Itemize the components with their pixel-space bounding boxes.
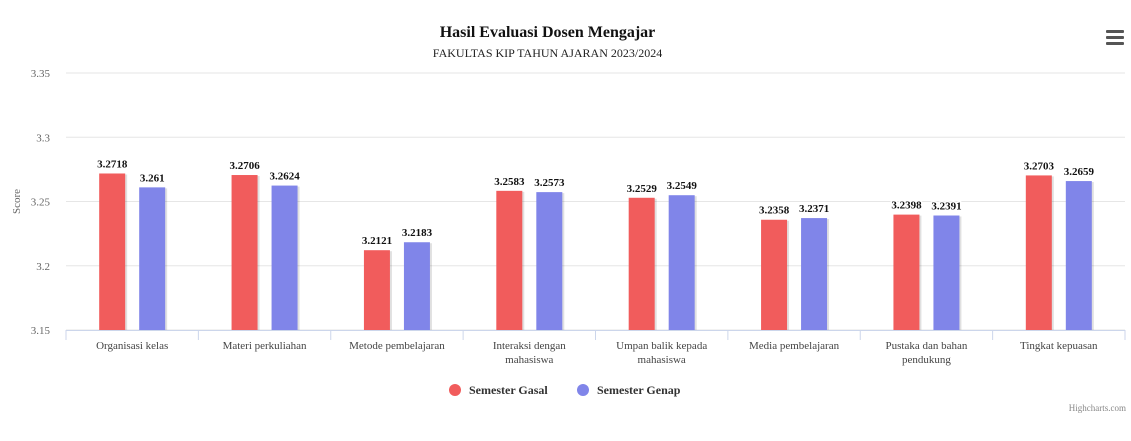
bar-genap [801, 218, 828, 330]
bar-gasal [893, 214, 920, 330]
chart-subtitle: FAKULTAS KIP TAHUN AJARAN 2023/2024 [432, 46, 663, 60]
hamburger-menu-icon[interactable] [1106, 30, 1124, 46]
x-tick-label: Metode pembelajaran [349, 340, 445, 352]
y-tick-label: 3.3 [36, 132, 50, 144]
bar-genap [139, 187, 166, 330]
chart-title: Hasil Evaluasi Dosen Mengajar [439, 24, 656, 41]
data-label: 3.2371 [799, 203, 829, 215]
x-tick-label: pendukung [902, 354, 951, 366]
data-label: 3.2624 [269, 171, 300, 183]
data-label: 3.2121 [362, 235, 392, 247]
bar-genap [668, 195, 695, 330]
y-axis-title: Score [11, 189, 23, 214]
legend-item[interactable]: Semester Gasal [469, 383, 548, 397]
x-tick-label: mahasiswa [505, 354, 553, 366]
x-tick-label: Media pembelajaran [749, 340, 840, 352]
data-label: 3.2391 [931, 201, 961, 213]
bar-gasal [628, 197, 655, 330]
bar-genap [1065, 181, 1092, 330]
data-label: 3.2659 [1064, 166, 1095, 178]
y-tick-label: 3.15 [31, 325, 51, 337]
data-label: 3.2703 [1024, 160, 1055, 172]
bar-genap [933, 215, 960, 330]
bar-genap [271, 185, 298, 330]
x-tick-label: Tingkat kepuasan [1020, 340, 1098, 352]
data-label: 3.2183 [402, 227, 433, 239]
x-tick-label: Materi perkuliahan [223, 340, 307, 352]
x-tick-label: mahasiswa [638, 354, 686, 366]
data-label: 3.261 [140, 172, 165, 184]
x-tick-label: Organisasi kelas [96, 340, 168, 352]
bar-gasal [231, 175, 258, 330]
legend-marker[interactable] [577, 384, 589, 396]
bar-genap [536, 192, 563, 330]
x-tick-label: Interaksi dengan [493, 340, 566, 352]
legend-item[interactable]: Semester Genap [597, 383, 681, 397]
y-tick-label: 3.2 [36, 261, 50, 273]
x-tick-label: Pustaka dan bahan [886, 340, 968, 352]
data-label: 3.2549 [667, 180, 698, 192]
legend-marker[interactable] [449, 384, 461, 396]
y-tick-label: 3.25 [31, 197, 51, 209]
data-label: 3.2706 [229, 160, 260, 172]
y-tick-label: 3.35 [31, 68, 51, 80]
data-label: 3.2718 [97, 158, 128, 170]
x-tick-label: Umpan balik kepada [616, 340, 707, 352]
data-label: 3.2398 [891, 200, 922, 212]
bar-gasal [363, 250, 390, 330]
data-label: 3.2358 [759, 205, 790, 217]
bar-genap [403, 242, 430, 330]
bar-gasal [1025, 175, 1052, 330]
bar-gasal [761, 219, 788, 330]
data-label: 3.2573 [534, 177, 565, 189]
credits-link[interactable]: Highcharts.com [1068, 403, 1126, 413]
data-label: 3.2583 [494, 176, 525, 188]
bar-gasal [99, 173, 126, 330]
bar-gasal [496, 190, 523, 330]
data-label: 3.2529 [627, 183, 658, 195]
